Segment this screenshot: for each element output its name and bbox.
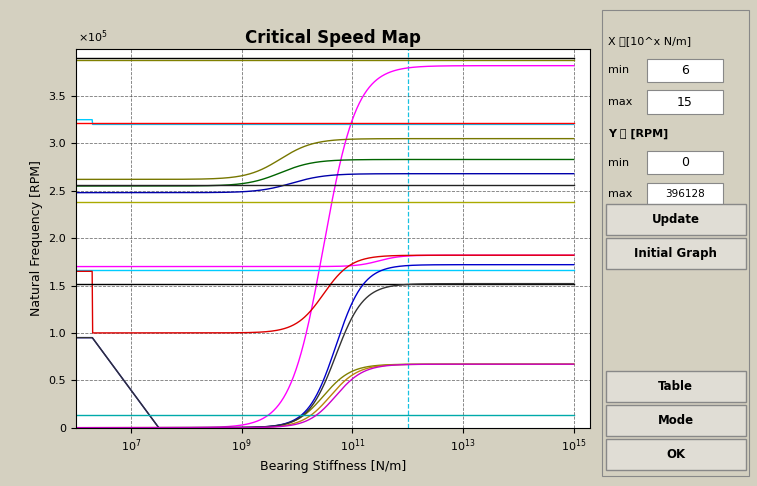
Title: Critical Speed Map: Critical Speed Map [245, 29, 421, 47]
Text: max: max [608, 190, 632, 199]
Text: Table: Table [658, 381, 693, 393]
Text: $\times 10^5$: $\times 10^5$ [78, 28, 108, 45]
Text: max: max [608, 97, 632, 107]
Text: Mode: Mode [658, 415, 693, 427]
Text: Update: Update [652, 213, 699, 226]
Text: 396128: 396128 [665, 190, 705, 199]
Text: min: min [608, 158, 629, 168]
Text: 0: 0 [681, 156, 689, 169]
Text: X 축[10^x N/m]: X 축[10^x N/m] [608, 36, 691, 46]
Text: OK: OK [666, 449, 685, 461]
Text: 15: 15 [678, 96, 693, 108]
X-axis label: Bearing Stiffness [N/m]: Bearing Stiffness [N/m] [260, 460, 407, 472]
Text: 6: 6 [681, 64, 689, 77]
Text: Initial Graph: Initial Graph [634, 247, 717, 260]
Text: Y 축 [RPM]: Y 축 [RPM] [608, 128, 668, 139]
Y-axis label: Natural Frequency [RPM]: Natural Frequency [RPM] [30, 160, 42, 316]
Text: min: min [608, 66, 629, 75]
